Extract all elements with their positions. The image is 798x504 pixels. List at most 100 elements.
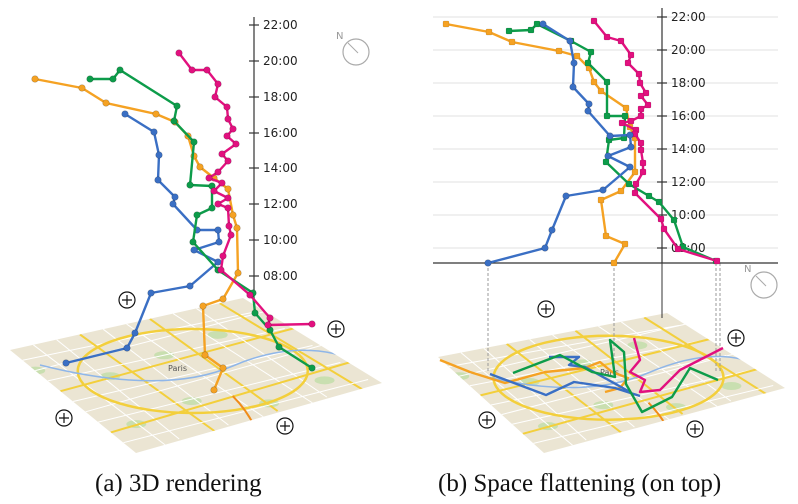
map-city-label: Paris [600,368,619,377]
blue-trajectory-b-point [484,259,492,267]
blue-trajectory-b [484,20,635,267]
road [533,385,774,444]
blue-trajectory-b-point [566,37,574,45]
zoom-in-plus-icon[interactable] [118,291,136,309]
green-trajectory-a [86,66,316,372]
zoom-in-plus-icon[interactable] [537,300,555,318]
caption-a: (a) 3D rendering [95,470,262,497]
pink-trajectory-b-point [657,215,665,223]
pink-trajectory-b-point [618,119,626,127]
time-tick-label: 08:00 [263,269,298,283]
orange-trajectory-a-point [233,224,241,232]
road [598,325,719,408]
orange-trajectory-a-point [219,295,227,303]
orange-trajectory-b-point [597,196,605,204]
pink-trajectory-a-point [223,103,231,111]
green-flat-trajectory [512,338,719,414]
time-tick-label: 18:00 [263,90,298,104]
green-trajectory-b-point [655,198,663,206]
pink-trajectory-b-point [627,51,635,59]
map-city-label: Paris [168,364,187,373]
pink-trajectory-b-point [624,59,632,67]
blue-trajectory-a-point [123,344,131,352]
pink-trajectory-a-point [224,204,232,212]
road [47,328,285,382]
orange-trajectory-a-point [229,211,237,219]
blue-trajectory-b-point [584,107,592,115]
time-tick-label: 10:00 [263,233,298,247]
time-tick-label: 22:00 [263,18,298,32]
orange-trajectory-a-point [102,99,110,107]
orange-trajectory-a-point [152,110,160,118]
road [620,321,732,402]
pink-trajectory-b-point [631,189,639,197]
road [219,302,364,391]
orange-trajectory-b-point [442,20,450,28]
blue-flat-trajectory [549,355,631,394]
blue-trajectory-a-point [131,329,139,337]
pink-trajectory-a-point [188,66,196,74]
orange-trajectory-a-point [199,302,207,310]
pink-trajectory-a-point [219,252,227,260]
road [126,323,266,419]
pink-trajectory-a-point [223,132,231,140]
blue-trajectory-b-point [627,143,635,151]
road [149,317,279,412]
pink-trajectory-b-point [637,92,645,100]
compass-icon: N [744,264,778,299]
zoom-in-plus-icon[interactable] [727,329,745,347]
green-trajectory-a-point [109,75,117,83]
park [314,376,335,385]
orange-trajectory-b-point [610,259,618,267]
pink-trajectory-a-point [217,266,225,274]
zoom-in-plus-icon[interactable] [276,417,294,435]
green-trajectory-b-point [603,112,611,120]
green-trajectory-a-point [186,181,194,189]
blue-trajectory-b-point [570,59,578,67]
green-trajectory-a-point [208,204,216,212]
green-trajectory-b-point [587,48,595,56]
blue-trajectory-a-point [147,289,155,297]
green-trajectory-b-point [625,180,633,188]
time-tick-label: 16:00 [263,126,298,140]
zoom-in-plus-icon[interactable] [55,409,73,427]
blue-trajectory-b-point [606,132,614,140]
green-trajectory-b-point [603,78,611,86]
time-axis-a: 22:00 20:00 18:00 16:00 14:00 12:00 10:00 08:00 [249,17,298,300]
orange-trajectory-b-point [508,38,516,46]
zoom-in-plus-icon[interactable] [478,411,496,429]
orange-trajectory-b-point [597,87,605,95]
blue-trajectory-a-point [215,238,223,246]
pink-trajectory-b-point [617,37,625,45]
blue-trajectory-b-line [487,22,633,265]
pink-trajectory-b-point [627,117,635,125]
road [79,333,217,433]
pink-trajectory-a [175,49,316,329]
time-tick-label: 16:00 [671,109,706,123]
green-trajectory-b-point [505,27,513,35]
time-tick-label: 12:00 [263,197,298,211]
zoom-in-plus-icon[interactable] [327,320,345,338]
blue-trajectory-a-point [214,258,222,266]
ring-road [76,327,309,415]
blue-trajectory-a-point [190,246,198,254]
plus-sign [59,413,69,423]
pink-trajectory-a-point [211,93,219,101]
plus-sign [331,324,341,334]
pink-trajectory-b-point [635,70,643,78]
time-tick-label: 14:00 [263,161,298,175]
time-tick-label: 14:00 [671,142,706,156]
green-trajectory-a-point [170,117,178,125]
zoom-in-plus-icon[interactable] [686,420,704,438]
blue-trajectory-a-point [154,176,162,184]
green-trajectory-a-point [173,102,181,110]
pink-trajectory-b-line [593,20,718,263]
blue-trajectory-b-point [599,186,607,194]
green-trajectory-b-point [602,158,610,166]
blue-trajectory-b-point [626,131,634,139]
pink-trajectory-a-point [232,140,240,148]
map-roads [22,302,369,447]
plus-sign [280,421,290,431]
park [181,397,202,406]
road [72,345,313,402]
